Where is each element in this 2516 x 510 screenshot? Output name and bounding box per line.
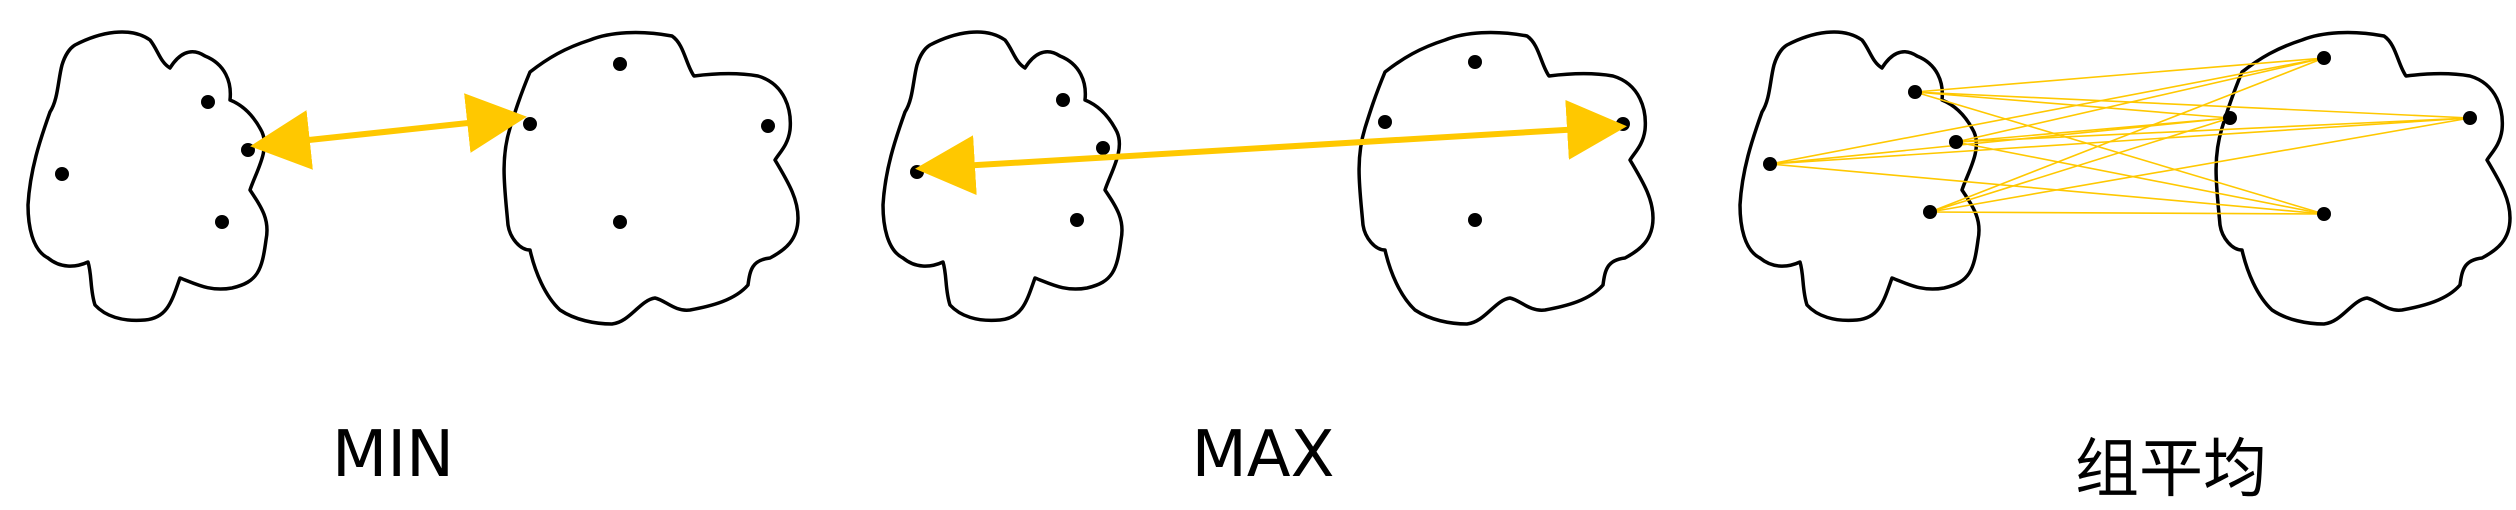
point	[1908, 85, 1922, 99]
point	[215, 215, 229, 229]
panel-max	[881, 30, 1655, 326]
cluster-distance-diagram: MIN MAX 组平均	[26, 30, 2512, 507]
point	[761, 119, 775, 133]
point	[613, 215, 627, 229]
point	[613, 57, 627, 71]
point	[2463, 111, 2477, 125]
point	[1468, 213, 1482, 227]
min-distance-arrow	[250, 93, 527, 170]
point	[1378, 115, 1392, 129]
diagram-canvas	[26, 30, 2512, 326]
caption-min: MIN	[332, 418, 454, 492]
max-distance-arrow	[915, 99, 1627, 196]
cluster-outline-right	[1357, 30, 1655, 326]
point	[1763, 157, 1777, 171]
point	[1070, 213, 1084, 227]
point	[1616, 117, 1630, 131]
point	[2223, 111, 2237, 125]
panel-min	[26, 30, 800, 326]
point	[523, 117, 537, 131]
point	[241, 143, 255, 157]
cluster-outline-left	[1738, 30, 1981, 323]
point	[2317, 51, 2331, 65]
cluster-outline-right	[2214, 30, 2512, 326]
point	[1923, 205, 1937, 219]
average-link-lines	[1769, 57, 2471, 215]
point	[1056, 93, 1070, 107]
cluster-outline-right	[502, 30, 800, 326]
point	[1468, 55, 1482, 69]
caption-avg: 组平均	[2075, 433, 2267, 507]
panel-avg	[1738, 30, 2512, 326]
point	[910, 165, 924, 179]
point	[2317, 207, 2331, 221]
point	[1949, 135, 1963, 149]
caption-max: MAX	[1191, 418, 1335, 492]
point	[1096, 141, 1110, 155]
point	[201, 95, 215, 109]
point	[55, 167, 69, 181]
